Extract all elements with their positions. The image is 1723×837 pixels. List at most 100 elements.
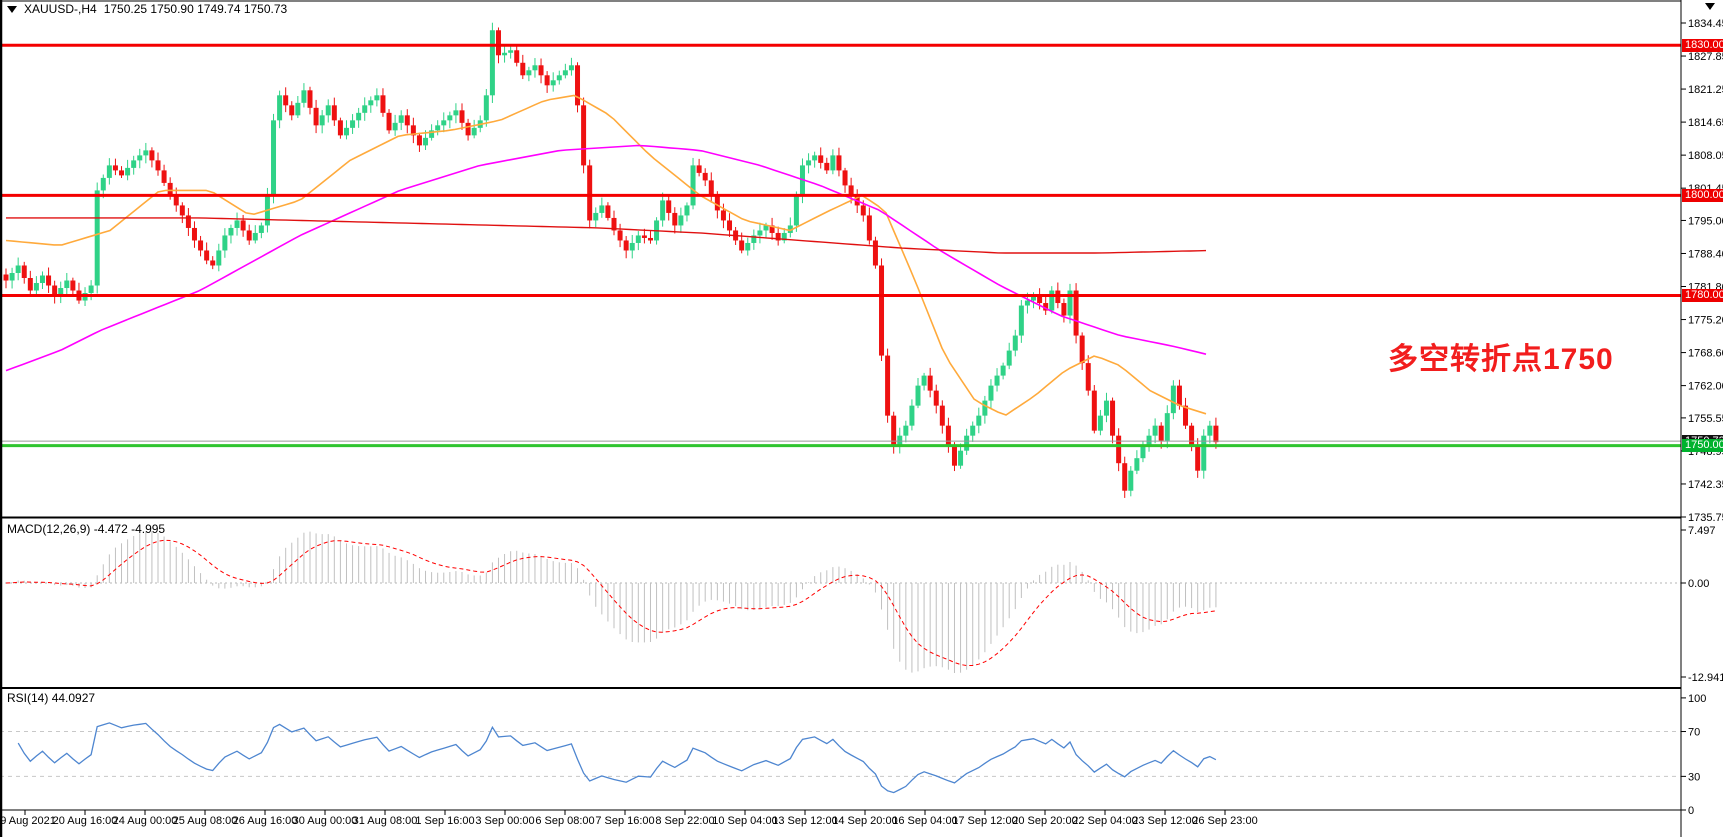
rsi-level-lines bbox=[0, 731, 1681, 777]
candle-body bbox=[410, 125, 416, 136]
candle-body bbox=[635, 235, 641, 243]
candle-body bbox=[581, 105, 587, 166]
candle-body bbox=[1146, 435, 1152, 446]
candle-body bbox=[173, 195, 179, 206]
candle-body bbox=[970, 425, 976, 436]
candle-body bbox=[684, 205, 690, 216]
candle-body bbox=[392, 122, 398, 131]
candle-body bbox=[611, 217, 617, 231]
symbol-info: XAUUSD-,H4 1750.25 1750.90 1749.74 1750.… bbox=[7, 2, 287, 16]
slow-ma-line bbox=[6, 217, 1207, 254]
candle-body bbox=[191, 227, 197, 241]
macd-tick-label: 0.00 bbox=[1688, 578, 1709, 590]
time-tick-label: 17 Sep 12:00 bbox=[952, 815, 1017, 827]
candle-body bbox=[228, 227, 234, 236]
macd-signal-line bbox=[5, 539, 1216, 667]
candle-body bbox=[240, 220, 246, 231]
symbol-timeframe-label: XAUUSD-,H4 bbox=[24, 2, 97, 16]
candle-body bbox=[1031, 295, 1037, 301]
candle-body bbox=[307, 90, 313, 108]
candle-body bbox=[939, 405, 945, 426]
candle-body bbox=[678, 215, 684, 226]
candle-body bbox=[112, 165, 118, 171]
time-tick-label: 8 Sep 22:00 bbox=[655, 815, 714, 827]
candle-body bbox=[398, 115, 404, 123]
macd-histogram bbox=[11, 531, 1217, 673]
candle-body bbox=[951, 445, 957, 466]
candle-body bbox=[915, 385, 921, 406]
candle-body bbox=[818, 155, 824, 163]
candle-body bbox=[1067, 290, 1073, 316]
rsi-value: 44.0927 bbox=[51, 691, 96, 705]
rsi-name: RSI(14) bbox=[7, 691, 49, 705]
candle-body bbox=[70, 280, 76, 291]
time-tick-label: 26 Sep 23:00 bbox=[1192, 815, 1257, 827]
candle-body bbox=[897, 435, 903, 446]
candle-body bbox=[538, 65, 544, 76]
candle-body bbox=[1134, 458, 1140, 471]
chart-shift-icon[interactable] bbox=[1705, 3, 1715, 10]
candle-body bbox=[33, 283, 39, 291]
candle-body bbox=[623, 240, 629, 251]
candle-body bbox=[362, 105, 368, 113]
candle-body bbox=[94, 190, 100, 286]
candle-body bbox=[271, 120, 277, 196]
price-tick-label: 1788.40 bbox=[1688, 248, 1723, 260]
candle-body bbox=[404, 115, 410, 126]
macd-tick-label: -12.941 bbox=[1688, 672, 1723, 684]
candle-body bbox=[508, 50, 514, 53]
candle-body bbox=[866, 215, 872, 241]
candle-body bbox=[100, 177, 106, 191]
candle-body bbox=[1170, 385, 1176, 414]
time-tick-label: 1 Sep 16:00 bbox=[415, 815, 474, 827]
candle-body bbox=[119, 170, 125, 176]
candle-body bbox=[295, 102, 301, 116]
candle-body bbox=[502, 52, 508, 56]
price-badge-support-level: 1750.00 bbox=[1682, 439, 1723, 453]
candle-body bbox=[921, 375, 927, 386]
candle-body bbox=[860, 205, 866, 216]
candle-body bbox=[1097, 415, 1103, 431]
candle-body bbox=[143, 150, 149, 156]
candle-body bbox=[1152, 425, 1158, 436]
candle-body bbox=[909, 405, 915, 426]
price-tick-label: 1742.35 bbox=[1688, 479, 1723, 491]
candle-body bbox=[88, 285, 94, 294]
candle-body bbox=[751, 235, 757, 243]
candle-body bbox=[994, 375, 1000, 386]
candle-body bbox=[666, 200, 672, 213]
price-tick-label: 1775.20 bbox=[1688, 315, 1723, 327]
candle-body bbox=[842, 170, 848, 186]
candle-body bbox=[1018, 305, 1024, 336]
symbol-dropdown-icon[interactable] bbox=[7, 5, 17, 13]
candle-body bbox=[386, 112, 392, 131]
candle-body bbox=[696, 165, 702, 173]
axis-labels[interactable]: 1834.451827.851821.251814.651808.051801.… bbox=[0, 18, 1723, 827]
macd-values: -4.472 -4.995 bbox=[93, 522, 166, 536]
macd-name: MACD(12,26,9) bbox=[7, 522, 91, 536]
candle-body bbox=[15, 265, 21, 273]
candle-body bbox=[532, 65, 538, 71]
candle-body bbox=[137, 155, 143, 161]
chart-annotation-text: 多空转折点1750 bbox=[1388, 343, 1614, 376]
time-tick-label: 23 Sep 12:00 bbox=[1132, 815, 1197, 827]
rsi-tick-label: 70 bbox=[1688, 727, 1700, 739]
price-tick-label: 1827.85 bbox=[1688, 51, 1723, 63]
candle-body bbox=[787, 225, 793, 233]
candle-body bbox=[222, 235, 228, 251]
candle-body bbox=[161, 170, 167, 183]
candle-body bbox=[702, 172, 708, 181]
candle-body bbox=[824, 162, 830, 171]
candle-body bbox=[325, 105, 331, 116]
candle-body bbox=[1189, 425, 1195, 446]
candle-body bbox=[672, 212, 678, 226]
candle-body bbox=[277, 95, 283, 121]
candle-body bbox=[1110, 400, 1116, 436]
candle-body bbox=[872, 240, 878, 266]
rsi-tick-label: 100 bbox=[1688, 693, 1706, 705]
time-tick-label: 19 Aug 2021 bbox=[0, 815, 56, 827]
candle-body bbox=[544, 75, 550, 86]
candle-body bbox=[568, 65, 574, 71]
